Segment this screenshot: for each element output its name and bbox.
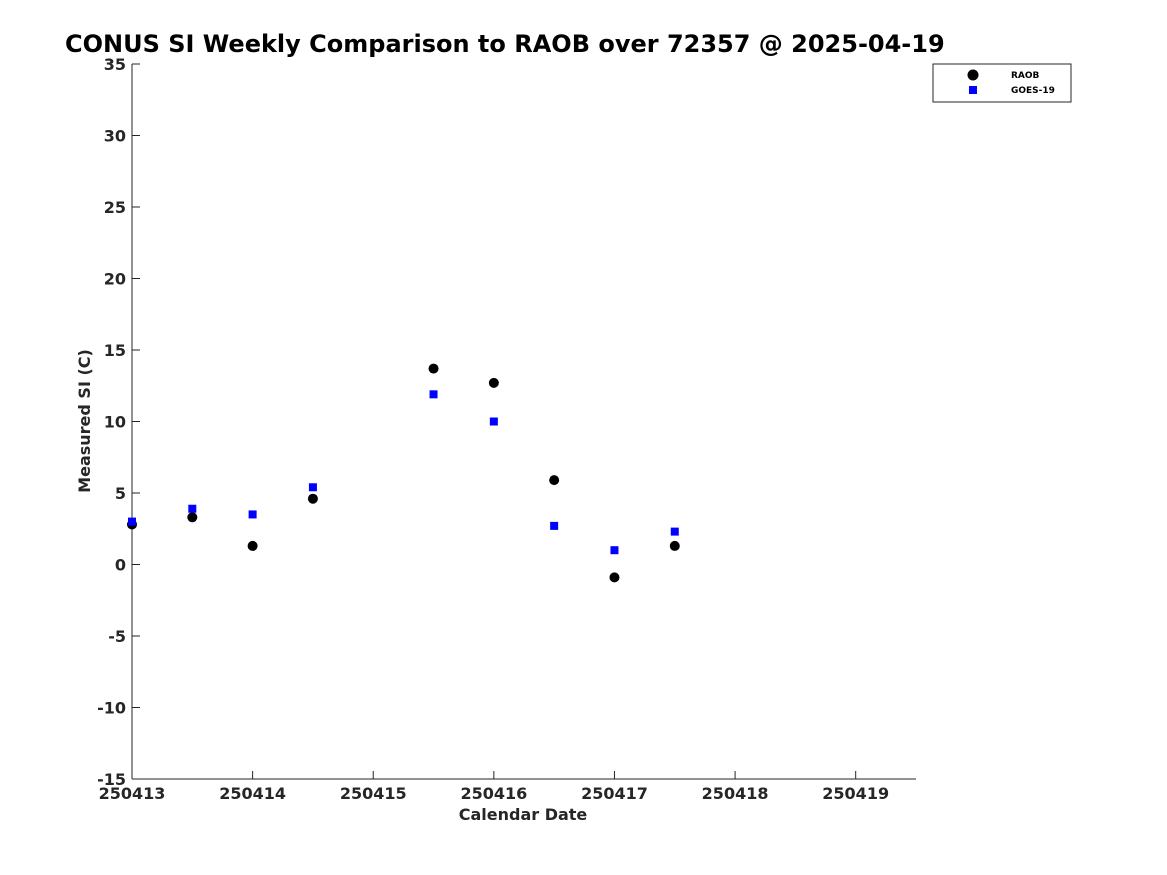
goes-19-point — [550, 521, 559, 530]
x-tick-label: 250415 — [340, 784, 407, 803]
raob-point — [488, 377, 499, 388]
y-tick-label: -10 — [97, 699, 126, 718]
y-tick-label: 10 — [104, 413, 126, 432]
raob-point — [669, 540, 680, 551]
legend-label-raob: RAOB — [1011, 71, 1040, 81]
axes — [131, 64, 916, 780]
x-tick-label: 250416 — [460, 784, 527, 803]
goes-19-point — [610, 546, 619, 555]
y-axis-label: Measured SI (C) — [75, 349, 94, 493]
y-tick-label: -5 — [108, 627, 126, 646]
x-tick-label: 250417 — [581, 784, 648, 803]
goes-19-point — [308, 483, 317, 492]
raob-point — [428, 363, 439, 374]
chart-title: CONUS SI Weekly Comparison to RAOB over … — [65, 30, 945, 58]
legend-label-goes: GOES-19 — [1011, 86, 1055, 96]
goes-19-point — [128, 517, 136, 526]
y-tick-label: 0 — [115, 556, 126, 575]
legend-box — [932, 63, 1072, 103]
raob-point — [187, 512, 198, 523]
y-tick-label: -15 — [97, 770, 126, 789]
y-tick-label: 25 — [104, 198, 126, 217]
x-tick-label: 250413 — [99, 784, 166, 803]
legend-marker-goes — [969, 86, 977, 94]
y-tick-label: 35 — [104, 55, 126, 74]
raob-point — [247, 540, 258, 551]
goes-19-point — [489, 417, 498, 426]
legend: RAOB GOES-19 — [932, 63, 1072, 103]
goes-19-point — [248, 510, 257, 519]
goes-19-point — [670, 527, 679, 536]
x-axis-label: Calendar Date — [459, 805, 588, 824]
raob-point — [609, 572, 620, 583]
y-tick-label: 30 — [104, 127, 126, 146]
raob-point — [307, 493, 318, 504]
raob-point — [549, 475, 560, 486]
goes-19-point — [429, 390, 438, 399]
y-tick-label: 5 — [115, 484, 126, 503]
legend-marker-raob — [967, 69, 979, 81]
goes-19-point — [188, 504, 197, 513]
x-tick-label: 250418 — [702, 784, 769, 803]
y-tick-label: 15 — [104, 341, 126, 360]
y-tick-label: 20 — [104, 270, 126, 289]
x-tick-label: 250419 — [822, 784, 889, 803]
x-tick-label: 250414 — [219, 784, 286, 803]
